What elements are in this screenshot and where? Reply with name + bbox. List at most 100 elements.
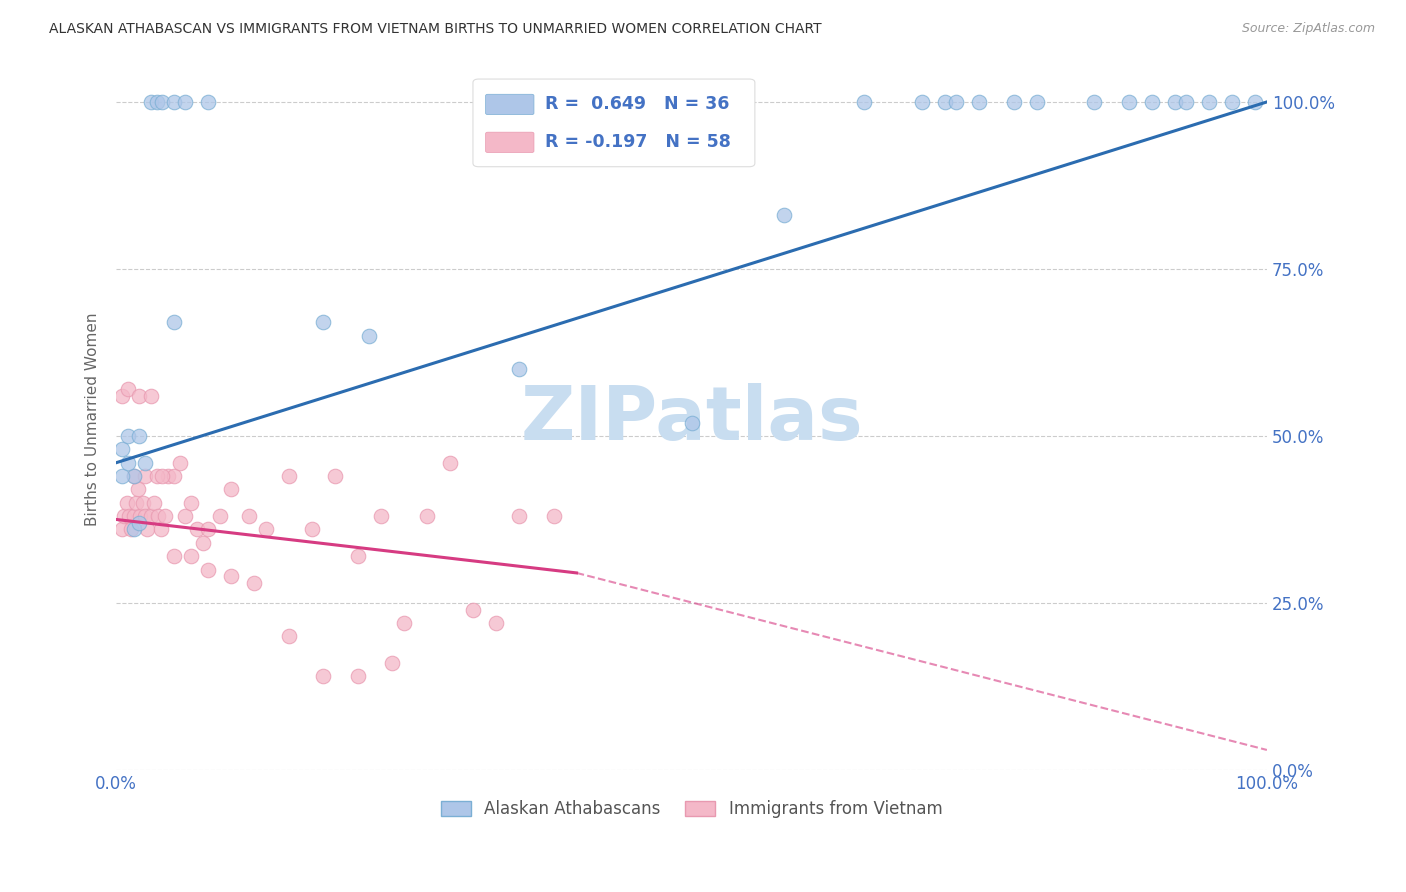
Point <box>208 509 231 524</box>
Point <box>111 523 134 537</box>
Point <box>439 456 461 470</box>
Point <box>122 469 145 483</box>
Point <box>191 536 214 550</box>
Point <box>174 509 197 524</box>
Point <box>243 576 266 591</box>
Point <box>132 496 155 510</box>
Point <box>128 389 150 403</box>
Point <box>543 509 565 524</box>
Point <box>416 509 439 524</box>
Point <box>508 362 530 376</box>
Point <box>323 469 346 483</box>
Point <box>221 569 243 583</box>
Point <box>143 496 166 510</box>
Point <box>301 523 323 537</box>
Point <box>125 496 148 510</box>
Point <box>145 469 167 483</box>
Point <box>157 469 180 483</box>
Point <box>370 509 392 524</box>
Point <box>134 456 156 470</box>
Point <box>1140 95 1163 109</box>
Point <box>150 469 173 483</box>
Point <box>136 523 159 537</box>
Point <box>111 442 134 457</box>
Point <box>347 549 370 564</box>
Point <box>312 315 335 329</box>
Point <box>359 328 381 343</box>
Point <box>118 509 141 524</box>
Point <box>111 389 134 403</box>
Point <box>1175 95 1198 109</box>
Point <box>945 95 967 109</box>
Point <box>134 469 156 483</box>
Point <box>139 509 162 524</box>
Point <box>508 509 530 524</box>
Legend: Alaskan Athabascans, Immigrants from Vietnam: Alaskan Athabascans, Immigrants from Vie… <box>434 794 949 825</box>
Point <box>1025 95 1047 109</box>
Point <box>122 469 145 483</box>
Point <box>347 669 370 683</box>
Point <box>111 469 134 483</box>
Point <box>934 95 956 109</box>
Point <box>122 523 145 537</box>
Point <box>150 95 173 109</box>
Point <box>115 496 138 510</box>
FancyBboxPatch shape <box>485 95 534 114</box>
Point <box>1002 95 1025 109</box>
Point <box>277 629 299 643</box>
Point <box>163 315 186 329</box>
Point <box>1244 95 1267 109</box>
Point <box>127 483 149 497</box>
Point <box>1198 95 1220 109</box>
Point <box>392 615 415 630</box>
Y-axis label: Births to Unmarried Women: Births to Unmarried Women <box>86 312 100 526</box>
Point <box>122 509 145 524</box>
Point <box>221 483 243 497</box>
Point <box>312 669 335 683</box>
Point <box>1118 95 1140 109</box>
Point <box>197 523 219 537</box>
Point <box>153 509 176 524</box>
Point <box>174 95 197 109</box>
Point <box>169 456 191 470</box>
Point <box>461 602 484 616</box>
Point <box>197 95 219 109</box>
Point <box>112 509 135 524</box>
Point <box>145 95 167 109</box>
Point <box>117 429 139 443</box>
Point <box>134 509 156 524</box>
Point <box>139 389 162 403</box>
Point <box>681 416 703 430</box>
Point <box>117 382 139 396</box>
Text: ZIPatlas: ZIPatlas <box>520 383 863 456</box>
Point <box>146 509 169 524</box>
Point <box>120 523 142 537</box>
Point <box>163 95 186 109</box>
Point <box>238 509 260 524</box>
Point <box>197 563 219 577</box>
Point <box>180 549 202 564</box>
Point <box>150 523 173 537</box>
Point <box>1083 95 1105 109</box>
Point <box>853 95 876 109</box>
Text: R = -0.197   N = 58: R = -0.197 N = 58 <box>546 133 731 152</box>
Text: R =  0.649   N = 36: R = 0.649 N = 36 <box>546 95 730 113</box>
FancyBboxPatch shape <box>472 79 755 167</box>
Text: ALASKAN ATHABASCAN VS IMMIGRANTS FROM VIETNAM BIRTHS TO UNMARRIED WOMEN CORRELAT: ALASKAN ATHABASCAN VS IMMIGRANTS FROM VI… <box>49 22 823 37</box>
Point <box>967 95 990 109</box>
Point <box>128 429 150 443</box>
Point <box>485 615 508 630</box>
Point <box>381 656 404 670</box>
Point <box>139 95 162 109</box>
Point <box>186 523 208 537</box>
Point <box>911 95 934 109</box>
Point <box>117 456 139 470</box>
Text: Source: ZipAtlas.com: Source: ZipAtlas.com <box>1241 22 1375 36</box>
Point <box>128 516 150 530</box>
Point <box>163 469 186 483</box>
Point <box>277 469 299 483</box>
Point <box>1164 95 1187 109</box>
Point <box>163 549 186 564</box>
Point <box>129 509 152 524</box>
Point <box>1222 95 1244 109</box>
